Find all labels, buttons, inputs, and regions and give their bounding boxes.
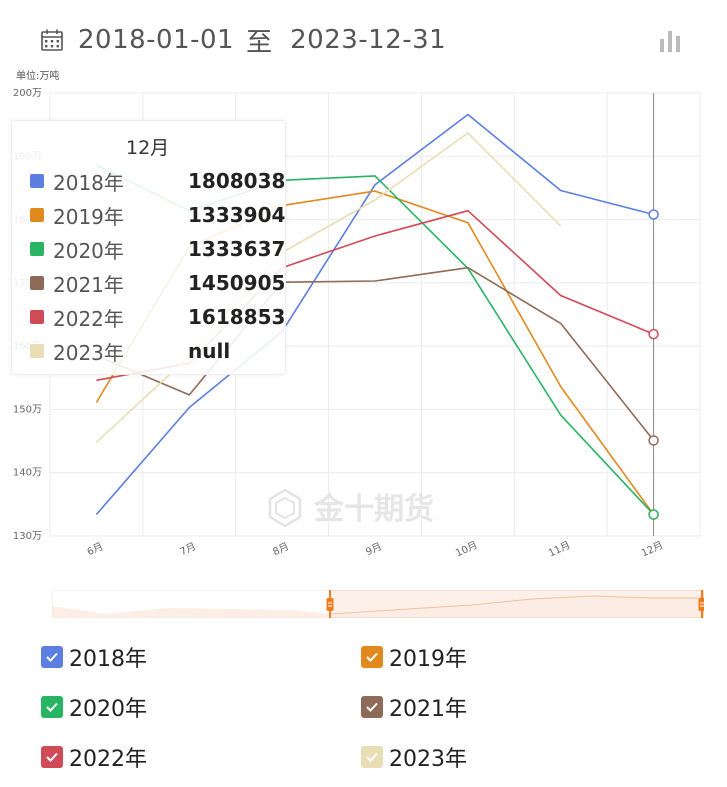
tooltip-swatch (30, 242, 44, 256)
tooltip-row: 2023年 null (30, 336, 230, 366)
tooltip-swatch (30, 208, 44, 222)
legend-label: 2020年 (69, 697, 147, 722)
start-date[interactable]: 2018-01-01 (78, 25, 235, 55)
highlight-point (648, 435, 659, 446)
tooltip-series-name: 2023年 (53, 340, 124, 365)
tooltip-value: 1333637 (188, 237, 286, 261)
watermark: 金十期货 (268, 488, 434, 528)
bar-chart-icon[interactable] (657, 28, 683, 52)
y-tick-label: 140万 (13, 468, 42, 479)
legend-checkbox-icon[interactable] (41, 696, 63, 718)
x-tick-label: 12月 (639, 539, 665, 559)
tooltip: 12月 2018年 1808038 2019年 1333904 2020年 13… (11, 120, 286, 375)
calendar-icon[interactable] (40, 28, 64, 52)
highlight-point (648, 209, 659, 220)
x-tick-label: 8月 (271, 540, 291, 558)
x-tick-label: 6月 (85, 540, 105, 558)
legend-item-2020[interactable]: 2020年 (41, 691, 147, 723)
legend-label: 2021年 (389, 697, 467, 722)
tooltip-swatch (30, 310, 44, 324)
tooltip-title: 12月 (126, 137, 170, 159)
tooltip-row: 2019年 1333904 (30, 200, 285, 230)
tooltip-row: 2020年 1333637 (30, 234, 285, 264)
tooltip-swatch (30, 344, 44, 358)
tooltip-value: 1618853 (188, 305, 286, 329)
end-date[interactable]: 2023-12-31 (290, 25, 447, 55)
x-tick-label: 9月 (364, 540, 384, 558)
y-tick-label: 200万 (13, 88, 42, 99)
legend-checkbox-icon[interactable] (41, 646, 63, 668)
tooltip-row: 2018年 1808038 (30, 166, 285, 196)
line-chart[interactable]: 金十期货 130万140万150万160万170万180万190万200万6月7… (0, 80, 727, 580)
y-tick-label: 130万 (13, 531, 42, 542)
series-line (96, 266, 655, 441)
legend-checkbox-icon[interactable] (361, 646, 383, 668)
tooltip-series-name: 2018年 (53, 170, 124, 195)
data-zoom-slider[interactable] (52, 590, 704, 618)
legend-label: 2018年 (69, 647, 147, 672)
legend-item-2022[interactable]: 2022年 (41, 741, 147, 773)
tooltip-series-name: 2019年 (53, 204, 124, 229)
unit-label: 单位:万吨 (16, 71, 60, 82)
x-tick-label: 11月 (547, 539, 573, 559)
tooltip-series-name: 2020年 (53, 238, 124, 263)
tooltip-swatch (30, 174, 44, 188)
highlight-point (648, 509, 659, 520)
legend-label: 2023年 (389, 747, 467, 772)
legend-item-2019[interactable]: 2019年 (361, 641, 467, 673)
legend-item-2023[interactable]: 2023年 (361, 741, 467, 773)
legend-checkbox-icon[interactable] (361, 746, 383, 768)
legend-label: 2019年 (389, 647, 467, 672)
tooltip-series-name: 2022年 (53, 306, 124, 331)
x-tick-label: 10月 (454, 539, 480, 559)
slider-selected-range (329, 590, 704, 618)
watermark-text: 金十期货 (313, 492, 434, 527)
tooltip-value: 1333904 (188, 203, 286, 227)
tooltip-series-name: 2021年 (53, 272, 124, 297)
slider-handle-left[interactable] (326, 590, 334, 618)
slider-handle-right[interactable] (698, 590, 705, 618)
legend-checkbox-icon[interactable] (41, 746, 63, 768)
tooltip-row: 2021年 1450905 (30, 268, 285, 298)
tooltip-value: null (188, 339, 231, 363)
tooltip-value: 1808038 (188, 169, 286, 193)
date-range-header[interactable]: 2018-01-01 至 2023-12-31 (40, 20, 446, 60)
tooltip-row: 2022年 1618853 (30, 302, 285, 332)
legend-item-2018[interactable]: 2018年 (41, 641, 147, 673)
legend-checkbox-icon[interactable] (361, 696, 383, 718)
date-separator: 至 (246, 27, 273, 58)
series-line (95, 113, 654, 516)
legend-item-2021[interactable]: 2021年 (361, 691, 467, 723)
highlight-point (648, 328, 659, 340)
y-tick-label: 150万 (13, 404, 42, 415)
watermark-logo-icon (268, 488, 302, 528)
tooltip-value: 1450905 (188, 271, 286, 295)
legend-label: 2022年 (69, 747, 147, 772)
x-tick-label: 7月 (178, 540, 198, 558)
tooltip-swatch (30, 276, 44, 290)
